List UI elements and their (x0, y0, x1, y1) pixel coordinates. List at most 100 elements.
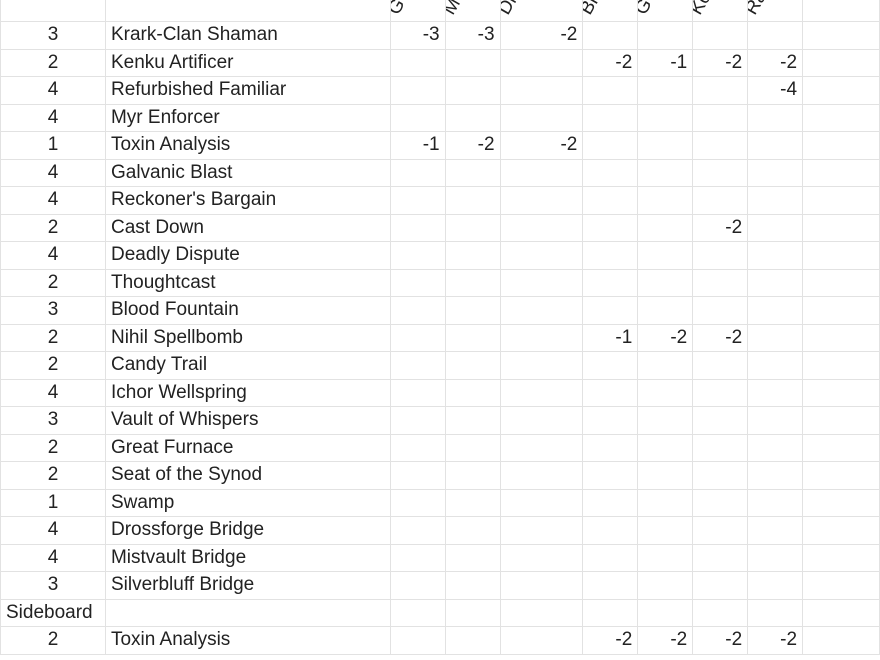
value-cell[interactable] (444, 48, 501, 77)
value-cell[interactable] (582, 158, 639, 187)
value-cell[interactable] (389, 571, 446, 600)
header-cell-2[interactable]: Di (499, 0, 584, 22)
value-cell[interactable]: -1 (582, 323, 639, 352)
value-cell[interactable] (692, 131, 749, 160)
value-cell[interactable] (747, 433, 804, 462)
value-cell[interactable]: -2 (582, 48, 639, 77)
value-cell[interactable] (444, 598, 501, 627)
value-cell[interactable]: -1 (637, 48, 694, 77)
value-cell[interactable] (747, 516, 804, 545)
value-cell[interactable] (692, 21, 749, 50)
value-cell[interactable] (747, 571, 804, 600)
value-cell[interactable] (444, 488, 501, 517)
value-cell[interactable] (582, 543, 639, 572)
value-cell[interactable]: -2 (692, 626, 749, 655)
header-cell-4[interactable]: G (637, 0, 694, 22)
quantity-cell[interactable]: 4 (0, 186, 106, 215)
quantity-cell[interactable]: 2 (0, 433, 106, 462)
value-cell[interactable] (444, 626, 501, 655)
value-cell[interactable] (444, 268, 501, 297)
value-cell[interactable] (582, 433, 639, 462)
value-cell[interactable] (499, 626, 584, 655)
card-name-cell[interactable]: Krark-Clan Shaman (104, 21, 391, 50)
value-cell[interactable] (692, 241, 749, 270)
header-cell-blank[interactable] (0, 0, 106, 22)
value-cell[interactable] (747, 241, 804, 270)
value-cell[interactable] (444, 103, 501, 132)
card-name-cell[interactable]: Mistvault Bridge (104, 543, 391, 572)
empty-cell[interactable] (802, 268, 880, 297)
value-cell[interactable] (637, 571, 694, 600)
value-cell[interactable] (389, 516, 446, 545)
value-cell[interactable] (637, 516, 694, 545)
value-cell[interactable] (637, 131, 694, 160)
value-cell[interactable] (692, 598, 749, 627)
quantity-cell[interactable]: 4 (0, 158, 106, 187)
value-cell[interactable] (499, 488, 584, 517)
value-cell[interactable] (637, 433, 694, 462)
empty-cell[interactable] (802, 21, 880, 50)
value-cell[interactable] (637, 268, 694, 297)
card-name-cell[interactable]: Kenku Artificer (104, 48, 391, 77)
empty-cell[interactable] (802, 351, 880, 380)
value-cell[interactable] (389, 406, 446, 435)
card-name-cell[interactable]: Reckoner's Bargain (104, 186, 391, 215)
value-cell[interactable] (692, 296, 749, 325)
value-cell[interactable]: -4 (747, 76, 804, 105)
value-cell[interactable] (582, 296, 639, 325)
value-cell[interactable] (444, 158, 501, 187)
value-cell[interactable] (444, 378, 501, 407)
value-cell[interactable] (637, 488, 694, 517)
value-cell[interactable] (747, 406, 804, 435)
value-cell[interactable] (389, 158, 446, 187)
value-cell[interactable] (692, 461, 749, 490)
value-cell[interactable] (499, 571, 584, 600)
value-cell[interactable] (389, 76, 446, 105)
card-name-cell[interactable]: Swamp (104, 488, 391, 517)
value-cell[interactable]: -2 (692, 323, 749, 352)
value-cell[interactable] (499, 598, 584, 627)
value-cell[interactable]: -2 (499, 21, 584, 50)
value-cell[interactable] (499, 268, 584, 297)
value-cell[interactable] (637, 406, 694, 435)
value-cell[interactable] (582, 488, 639, 517)
value-cell[interactable] (582, 186, 639, 215)
card-name-cell[interactable]: Seat of the Synod (104, 461, 391, 490)
value-cell[interactable] (692, 516, 749, 545)
value-cell[interactable] (499, 516, 584, 545)
header-cell-1[interactable]: M (444, 0, 501, 22)
value-cell[interactable] (637, 21, 694, 50)
value-cell[interactable] (637, 543, 694, 572)
value-cell[interactable] (637, 241, 694, 270)
card-name-cell[interactable]: Drossforge Bridge (104, 516, 391, 545)
value-cell[interactable] (499, 433, 584, 462)
empty-cell[interactable] (802, 241, 880, 270)
value-cell[interactable] (637, 186, 694, 215)
empty-cell[interactable] (802, 158, 880, 187)
value-cell[interactable] (389, 48, 446, 77)
value-cell[interactable] (389, 543, 446, 572)
value-cell[interactable] (747, 378, 804, 407)
value-cell[interactable] (692, 103, 749, 132)
value-cell[interactable] (692, 268, 749, 297)
value-cell[interactable]: -2 (499, 131, 584, 160)
quantity-cell[interactable]: 4 (0, 516, 106, 545)
value-cell[interactable] (637, 598, 694, 627)
value-cell[interactable] (747, 488, 804, 517)
value-cell[interactable] (389, 323, 446, 352)
value-cell[interactable] (692, 186, 749, 215)
value-cell[interactable] (692, 158, 749, 187)
quantity-cell[interactable]: 1 (0, 131, 106, 160)
value-cell[interactable]: -2 (692, 48, 749, 77)
value-cell[interactable] (389, 186, 446, 215)
card-name-cell[interactable]: Blood Fountain (104, 296, 391, 325)
quantity-cell[interactable]: 4 (0, 76, 106, 105)
value-cell[interactable]: -2 (637, 323, 694, 352)
value-cell[interactable] (499, 461, 584, 490)
value-cell[interactable] (444, 76, 501, 105)
empty-cell[interactable] (802, 543, 880, 572)
value-cell[interactable] (692, 488, 749, 517)
header-cell-blank[interactable] (104, 0, 391, 22)
value-cell[interactable] (444, 571, 501, 600)
value-cell[interactable] (637, 351, 694, 380)
